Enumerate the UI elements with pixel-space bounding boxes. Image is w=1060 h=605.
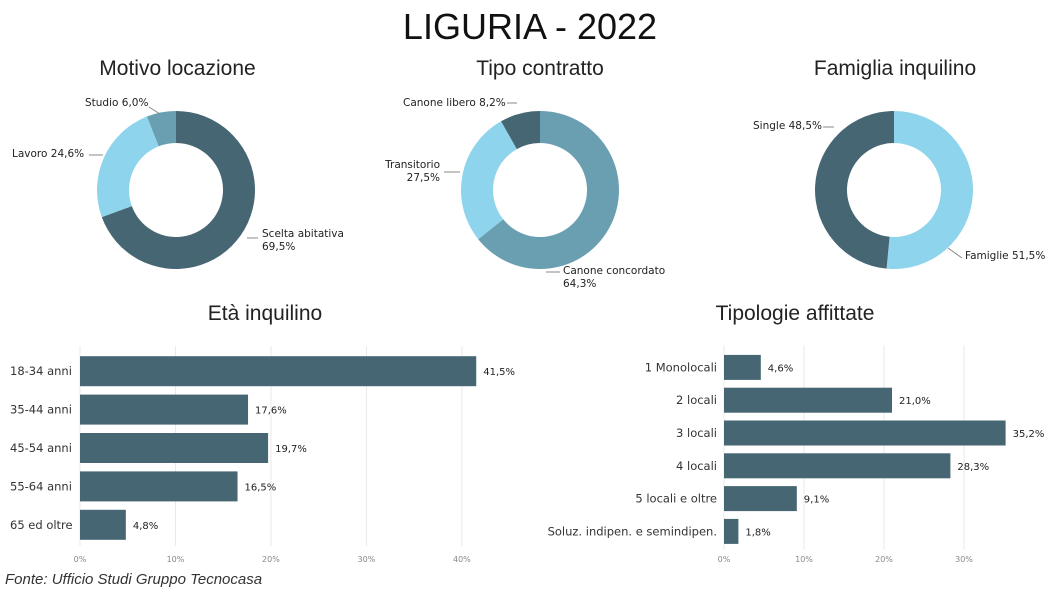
bar <box>80 433 269 463</box>
donut-slice-famiglie <box>886 111 973 269</box>
page-title: LIGURIA - 2022 <box>402 6 658 47</box>
x-tick-label: 20% <box>262 555 280 564</box>
value-label: 21,0% <box>899 396 931 407</box>
slice-label-famiglie: Famiglie 51,5% <box>965 250 1045 262</box>
leader-line <box>947 247 963 259</box>
chart-title-tipologie: Tipologie affittate <box>715 302 875 325</box>
chart-title-contratto: Tipo contratto <box>476 57 604 80</box>
donut-slice-transitorio <box>461 121 517 240</box>
slice-label-canone-concordato: Canone concordato 64,3% <box>563 265 665 290</box>
category-label: 18-34 anni <box>10 364 72 378</box>
x-tick-label: 40% <box>453 555 471 564</box>
donut-slice-studio <box>146 111 176 147</box>
value-label: 35,2% <box>1013 429 1045 440</box>
value-label: 4,8% <box>133 521 158 532</box>
value-label: 16,5% <box>245 482 277 493</box>
chart-title-famiglia: Famiglia inquilino <box>813 57 977 80</box>
x-tick-label: 0% <box>74 555 87 564</box>
x-tick-label: 30% <box>358 555 376 564</box>
category-label: 5 locali e oltre <box>635 492 717 506</box>
bar <box>80 471 238 502</box>
donut-slice-canone-concordato <box>478 111 619 269</box>
donut-slice-lavoro <box>97 116 159 218</box>
leader-line <box>148 106 161 115</box>
bar <box>80 356 477 387</box>
slice-label-single: Single 48,5% <box>753 120 822 132</box>
value-label: 19,7% <box>275 444 307 455</box>
bar <box>724 354 761 380</box>
slice-label-transitorio: Transitorio 27,5% <box>384 159 440 184</box>
bar <box>724 518 739 544</box>
category-label: 4 locali <box>676 459 717 473</box>
donut-slice-scelta-abitativa <box>101 111 255 270</box>
category-label: 55-64 anni <box>10 479 72 493</box>
category-label: 3 locali <box>676 426 717 440</box>
bar <box>80 394 249 425</box>
chart-title-motivo: Motivo locazione <box>99 57 256 80</box>
bar <box>724 486 797 512</box>
slice-label-canone-libero: Canone libero 8,2% <box>403 97 506 109</box>
value-label: 4,6% <box>768 363 793 374</box>
x-tick-label: 20% <box>875 555 893 564</box>
category-label: Soluz. indipen. e semindipen. <box>548 524 717 538</box>
category-label: 35-44 anni <box>10 403 72 417</box>
category-label: 2 locali <box>676 393 717 407</box>
donut-slice-canone-libero <box>501 111 540 150</box>
slice-label-lavoro: Lavoro 24,6% <box>12 148 84 160</box>
value-label: 28,3% <box>957 462 989 473</box>
value-label: 41,5% <box>483 367 515 378</box>
chart-title-eta: Età inquilino <box>207 302 323 325</box>
source-note: Fonte: Ufficio Studi Gruppo Tecnocasa <box>5 571 263 588</box>
x-tick-label: 30% <box>955 555 973 564</box>
category-label: 45-54 anni <box>10 441 72 455</box>
bar <box>80 509 126 540</box>
bar <box>724 387 892 413</box>
category-label: 65 ed oltre <box>10 518 73 532</box>
donut-slice-single <box>814 111 894 269</box>
value-label: 1,8% <box>745 527 770 538</box>
value-label: 17,6% <box>255 406 287 417</box>
slice-label-scelta-abitativa: Scelta abitativa 69,5% <box>262 228 344 253</box>
x-tick-label: 10% <box>167 555 185 564</box>
slice-label-studio: Studio 6,0% <box>85 97 148 109</box>
value-label: 9,1% <box>804 495 829 506</box>
category-label: 1 Monolocali <box>645 360 717 374</box>
bar <box>724 453 951 479</box>
x-tick-label: 10% <box>795 555 813 564</box>
x-tick-label: 0% <box>718 555 731 564</box>
bar <box>724 420 1006 446</box>
